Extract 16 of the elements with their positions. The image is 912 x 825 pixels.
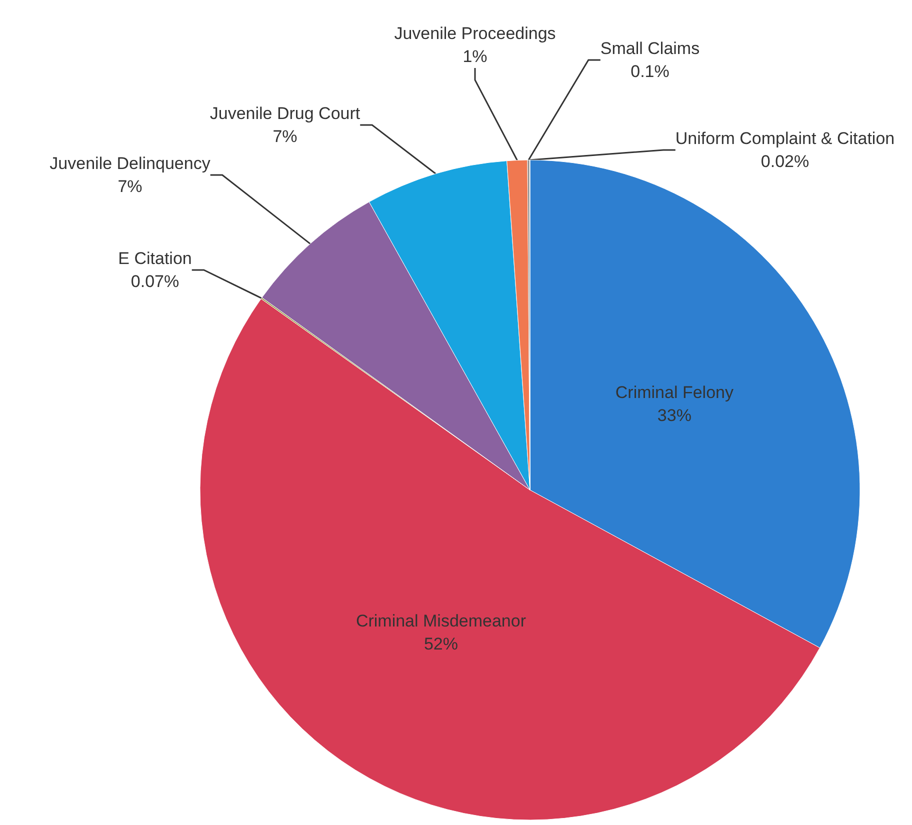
data-label: 0.02% <box>760 152 810 171</box>
slice-label: Small Claims <box>600 39 700 58</box>
slice-label: Uniform Complaint & Citation <box>675 129 895 148</box>
data-label: 52% <box>424 634 458 654</box>
slice-label: Juvenile Drug Court <box>210 104 360 123</box>
slice-label: Criminal Misdemeanor <box>356 611 526 630</box>
data-label: 0.07% <box>130 272 180 291</box>
slice-label: Juvenile Proceedings <box>394 24 556 43</box>
data-label: 7% <box>272 127 298 146</box>
slice-label: Criminal Felony <box>615 383 734 402</box>
slice-label: Juvenile Delinquency <box>50 154 211 173</box>
data-label: 0.1% <box>630 62 670 81</box>
data-label: 33% <box>657 406 692 426</box>
data-label: 1% <box>462 47 488 66</box>
data-label: 7% <box>118 177 142 196</box>
slice-label: E Citation <box>118 249 192 268</box>
